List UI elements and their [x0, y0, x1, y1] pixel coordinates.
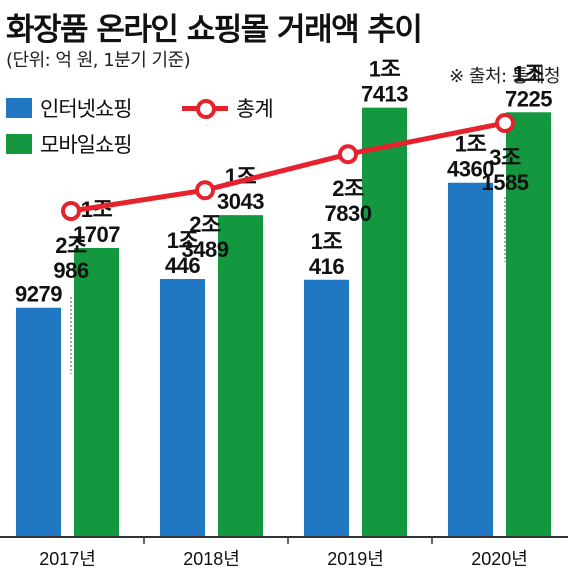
label-mobile-0-line-1: 1707 — [73, 222, 120, 247]
point-total-0 — [61, 201, 81, 221]
label-mobile-1-line-1: 3043 — [217, 189, 264, 214]
label-internet-3-line-0: 1조 — [455, 132, 487, 157]
label-total-3-line-0: 3조 — [489, 145, 521, 170]
legend-item-internet: 인터넷쇼핑 — [6, 93, 133, 123]
label-internet-3-line-1: 4360 — [447, 157, 494, 182]
x-tick-label: 2019년 — [327, 549, 384, 569]
legend-line-total — [182, 98, 228, 119]
bar-internet-2 — [304, 279, 349, 536]
source-note: ※ 출처: 통계청 — [449, 66, 560, 87]
x-tick-label: 2018년 — [183, 549, 240, 569]
legend-label-total: 총계 — [236, 97, 274, 121]
bar-mobile-2 — [362, 107, 407, 536]
bar-mobile-3 — [506, 112, 551, 536]
label-total-1-line-0: 2조 — [189, 212, 221, 237]
point-total-3 — [495, 113, 515, 134]
x-tick-label: 2017년 — [39, 549, 96, 569]
bar-mobile-1 — [218, 215, 263, 536]
chart-subtitle: (단위: 억 원, 1분기 기준) — [6, 50, 191, 71]
bar-internet-0 — [16, 307, 61, 536]
bar-mobile-0 — [74, 248, 119, 536]
legend-swatch-internet — [6, 98, 32, 118]
point-total-2 — [338, 144, 358, 165]
legend-swatch-mobile — [6, 134, 32, 154]
label-total-3-line-1: 1585 — [482, 170, 529, 195]
legend-item-mobile: 모바일쇼핑 — [6, 129, 133, 159]
label-internet-1-line-1: 446 — [165, 253, 200, 278]
label-total-1-line-1: 3489 — [182, 237, 229, 262]
label-internet-2-line-0: 1조 — [311, 229, 343, 254]
label-mobile-2-line-1: 7413 — [361, 82, 408, 107]
label-mobile-2-line-0: 1조 — [369, 57, 401, 82]
legend-item-total: 총계 — [182, 93, 274, 123]
x-tick-label: 2020년 — [471, 549, 528, 569]
label-internet-0-line-0: 9279 — [15, 282, 62, 307]
label-mobile-3-line-0: 1조 — [513, 61, 545, 86]
line-total — [70, 120, 506, 214]
label-internet-2-line-1: 416 — [309, 254, 344, 279]
legend-label-mobile: 모바일쇼핑 — [40, 133, 133, 157]
legend: 인터넷쇼핑 총계 모바일쇼핑 — [6, 88, 306, 158]
label-total-0-line-0: 2조 — [55, 233, 87, 258]
point-total-1 — [195, 180, 215, 201]
label-internet-1-line-0: 1조 — [167, 228, 199, 253]
bar-internet-3 — [448, 182, 493, 536]
label-total-2-line-1: 7830 — [325, 201, 372, 226]
label-total-0-line-1: 986 — [53, 258, 88, 283]
label-mobile-3-line-1: 7225 — [505, 86, 552, 111]
bar-internet-1 — [160, 279, 205, 536]
legend-label-internet: 인터넷쇼핑 — [40, 97, 133, 121]
label-total-2-line-0: 2조 — [332, 176, 364, 201]
chart-title: 화장품 온라인 쇼핑몰 거래액 추이 — [6, 12, 423, 48]
